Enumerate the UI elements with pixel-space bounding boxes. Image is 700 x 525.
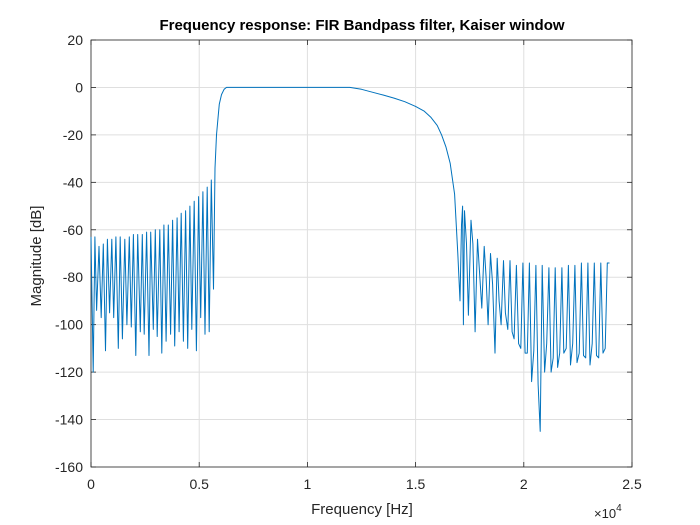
- y-tick-label: -120: [55, 364, 83, 380]
- y-tick-label: -60: [63, 222, 83, 238]
- series-line: [90, 86, 610, 432]
- y-tick-label: -140: [55, 412, 83, 428]
- x-tick-label: 0.5: [189, 476, 209, 492]
- x-tick-label: 2.5: [622, 476, 642, 492]
- x-axis-exponent: ×104: [594, 503, 622, 521]
- y-tick-label: -40: [63, 174, 83, 190]
- x-tick-label: 1.5: [406, 476, 426, 492]
- y-tick-label: -100: [55, 317, 83, 333]
- series-group: [90, 86, 610, 432]
- x-tick-label: 1: [304, 476, 312, 492]
- y-tick-label: 0: [75, 79, 83, 95]
- chart-title: Frequency response: FIR Bandpass filter,…: [159, 17, 564, 34]
- x-tick-label: 2: [520, 476, 528, 492]
- x-axis-label: Frequency [Hz]: [311, 501, 413, 518]
- y-tick-label: -160: [55, 459, 83, 475]
- y-axis-label: Magnitude [dB]: [28, 206, 45, 307]
- y-tick-label: -20: [63, 127, 83, 143]
- x-tick-label: 0: [87, 476, 95, 492]
- y-tick-label: 20: [67, 32, 83, 48]
- axis-ticks: 0 0.5 1 1.5 2 2.5 20 0 -20 -40 -60 -80 -100 -120 -140 -…: [55, 32, 642, 492]
- y-tick-label: -80: [63, 269, 83, 285]
